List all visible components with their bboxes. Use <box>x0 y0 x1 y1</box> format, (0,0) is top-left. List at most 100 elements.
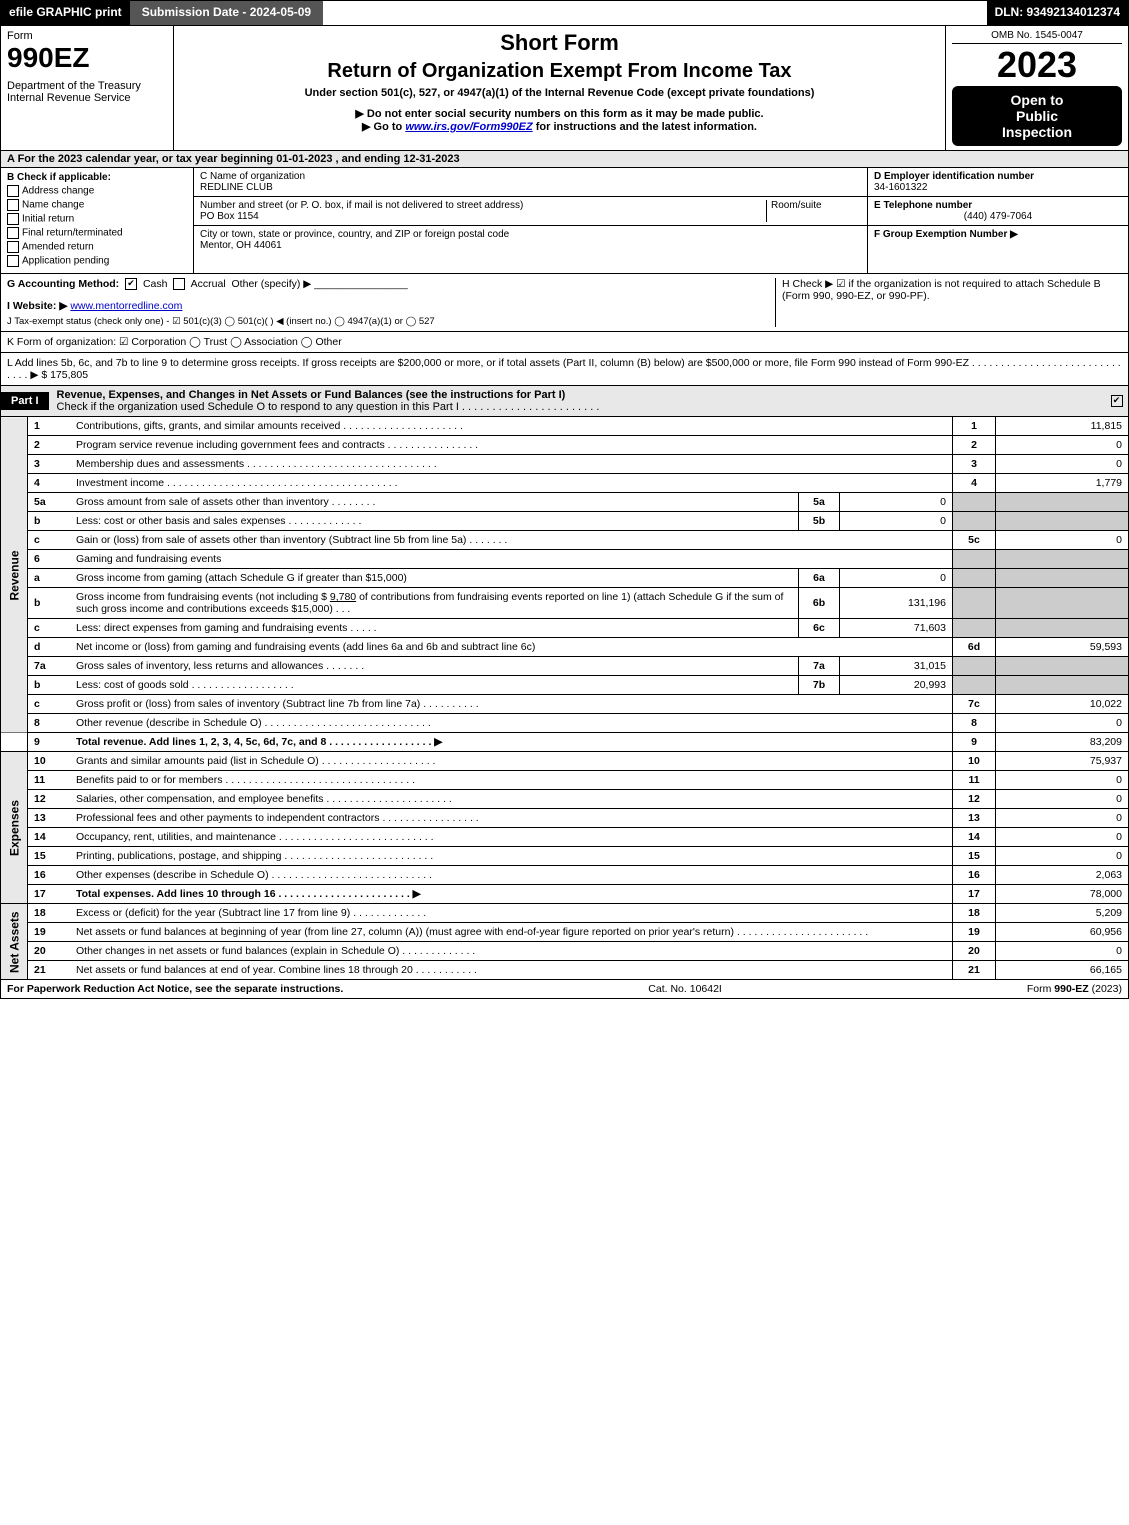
chk-name[interactable]: Name change <box>7 199 187 211</box>
shaded-cell <box>953 569 996 588</box>
sub-val: 0 <box>840 569 953 588</box>
line-no: c <box>28 695 71 714</box>
sub-no: 6b <box>799 588 840 619</box>
line-desc: Gross amount from sale of assets other t… <box>76 496 329 508</box>
table-row: b Less: cost or other basis and sales ex… <box>1 512 1129 531</box>
line-desc: Net assets or fund balances at end of ye… <box>76 964 413 976</box>
line-desc: Occupancy, rent, utilities, and maintena… <box>76 831 276 843</box>
box-no: 12 <box>953 790 996 809</box>
netassets-side-label: Net Assets <box>1 904 28 980</box>
d-cell: D Employer identification number 34-1601… <box>868 168 1128 197</box>
box-no: 19 <box>953 923 996 942</box>
line-desc: Other expenses (describe in Schedule O) <box>76 869 269 881</box>
box-no: 10 <box>953 752 996 771</box>
box-val: 2,063 <box>996 866 1129 885</box>
shaded-cell <box>996 676 1129 695</box>
box-no: 8 <box>953 714 996 733</box>
line-a: A For the 2023 calendar year, or tax yea… <box>0 151 1129 168</box>
box-val: 78,000 <box>996 885 1129 904</box>
line-no: 12 <box>28 790 71 809</box>
chk-cash[interactable]: ✔ <box>125 278 137 290</box>
line-no: c <box>28 619 71 638</box>
box-no: 9 <box>953 733 996 752</box>
box-no: 4 <box>953 474 996 493</box>
table-row: c Gross profit or (loss) from sales of i… <box>1 695 1129 714</box>
line-desc: Grants and similar amounts paid (list in… <box>76 755 319 767</box>
line-no: b <box>28 588 71 619</box>
chk-initial[interactable]: Initial return <box>7 213 187 225</box>
chk-pending[interactable]: Application pending <box>7 255 187 267</box>
h-text: H Check ▶ ☑ if the organization is not r… <box>782 278 1101 302</box>
line-desc: Other changes in net assets or fund bala… <box>76 945 399 957</box>
shaded-cell <box>953 657 996 676</box>
c-name-label: C Name of organization <box>200 171 305 182</box>
line-desc: Printing, publications, postage, and shi… <box>76 850 281 862</box>
box-val: 0 <box>996 809 1129 828</box>
chk-final[interactable]: Final return/terminated <box>7 227 187 239</box>
line-no: c <box>28 531 71 550</box>
h-section: H Check ▶ ☑ if the organization is not r… <box>775 278 1122 327</box>
col-c: C Name of organization REDLINE CLUB Numb… <box>194 168 867 273</box>
box-val: 11,815 <box>996 417 1129 436</box>
open-line1: Open to <box>956 92 1118 108</box>
chk-amended[interactable]: Amended return <box>7 241 187 253</box>
top-bar: efile GRAPHIC print Submission Date - 20… <box>0 0 1129 26</box>
box-no: 6d <box>953 638 996 657</box>
line-desc: Total expenses. Add lines 10 through 16 … <box>76 888 421 900</box>
c-city-label: City or town, state or province, country… <box>200 229 509 240</box>
k-row: K Form of organization: ☑ Corporation ◯ … <box>0 332 1129 353</box>
line-no: 18 <box>28 904 71 923</box>
sub-val: 0 <box>840 512 953 531</box>
line-no: 13 <box>28 809 71 828</box>
chk-address[interactable]: Address change <box>7 185 187 197</box>
dln-label: DLN: 93492134012374 <box>987 1 1128 25</box>
col-b: B Check if applicable: Address change Na… <box>1 168 194 273</box>
table-row: 2 Program service revenue including gove… <box>1 436 1129 455</box>
sub-val: 0 <box>840 493 953 512</box>
chk-accrual[interactable] <box>173 278 185 290</box>
table-row: Revenue 1 Contributions, gifts, grants, … <box>1 417 1129 436</box>
box-val: 0 <box>996 531 1129 550</box>
box-val: 0 <box>996 436 1129 455</box>
box-no: 15 <box>953 847 996 866</box>
page-footer: For Paperwork Reduction Act Notice, see … <box>0 980 1129 999</box>
box-no: 20 <box>953 942 996 961</box>
line-no: 10 <box>28 752 71 771</box>
box-no: 2 <box>953 436 996 455</box>
footer-form-ref: Form 990-EZ (2023) <box>1027 983 1122 995</box>
line-desc: Other revenue (describe in Schedule O) <box>76 717 262 729</box>
table-row: c Less: direct expenses from gaming and … <box>1 619 1129 638</box>
irs-label: Internal Revenue Service <box>7 92 167 104</box>
box-no: 3 <box>953 455 996 474</box>
col-def: D Employer identification number 34-1601… <box>867 168 1128 273</box>
g-label: G Accounting Method: <box>7 278 119 290</box>
c-street-label: Number and street (or P. O. box, if mail… <box>200 200 523 211</box>
line-desc: Gain or (loss) from sale of assets other… <box>76 534 466 546</box>
sub-no: 7a <box>799 657 840 676</box>
insert-val: 9,780 <box>330 591 356 603</box>
sub-val: 71,603 <box>840 619 953 638</box>
table-row: Expenses 10 Grants and similar amounts p… <box>1 752 1129 771</box>
box-no: 1 <box>953 417 996 436</box>
line-no: 3 <box>28 455 71 474</box>
part1-schedule-o-check[interactable]: ✔ <box>1108 395 1128 407</box>
header-center: Short Form Return of Organization Exempt… <box>174 26 945 150</box>
line-no: 2 <box>28 436 71 455</box>
table-row: 12 Salaries, other compensation, and emp… <box>1 790 1129 809</box>
omb-number: OMB No. 1545-0047 <box>952 30 1122 44</box>
table-row: 14 Occupancy, rent, utilities, and maint… <box>1 828 1129 847</box>
sub-no: 5a <box>799 493 840 512</box>
g-section: G Accounting Method: ✔ Cash Accrual Othe… <box>7 278 769 327</box>
gh-row: G Accounting Method: ✔ Cash Accrual Othe… <box>0 274 1129 332</box>
box-no: 16 <box>953 866 996 885</box>
table-row: 4 Investment income . . . . . . . . . . … <box>1 474 1129 493</box>
line-no: 19 <box>28 923 71 942</box>
irs-url-link[interactable]: www.irs.gov/Form990EZ <box>405 121 532 133</box>
submission-date: Submission Date - 2024-05-09 <box>130 1 323 25</box>
box-val: 1,779 <box>996 474 1129 493</box>
open-line3: Inspection <box>956 124 1118 140</box>
table-row: 21 Net assets or fund balances at end of… <box>1 961 1129 980</box>
website-link[interactable]: www.mentorredline.com <box>70 300 182 312</box>
line-no: 11 <box>28 771 71 790</box>
line-desc: Less: direct expenses from gaming and fu… <box>76 622 347 634</box>
